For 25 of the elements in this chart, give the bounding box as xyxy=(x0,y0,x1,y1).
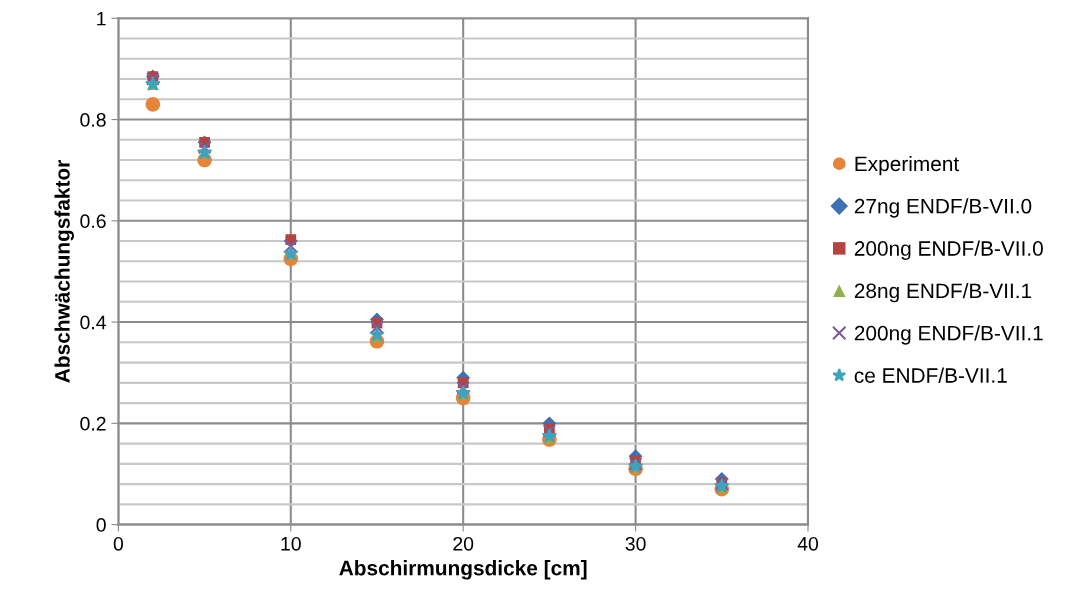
point xyxy=(145,97,161,112)
legend-label: Experiment xyxy=(855,155,960,176)
legend-label: ce ENDF/B-VII.1 xyxy=(854,367,1007,383)
point xyxy=(197,140,212,155)
legend-label: 200ng ENDF/B-VII.0 xyxy=(854,240,1043,260)
legend-label: 28ng ENDF/B-VII.1 xyxy=(854,282,1032,303)
x-axis-title: Abschirmungsdicke [cm] xyxy=(339,560,587,580)
y-tick-label: 0 xyxy=(96,518,106,532)
point xyxy=(370,320,384,334)
x-tick-label: 0 xyxy=(113,536,124,551)
x-tick-label: 40 xyxy=(797,536,819,551)
x-tick-label: 20 xyxy=(453,536,474,551)
x-tick-label: 10 xyxy=(281,536,301,551)
y-axis-title: Abschwächungsfaktor xyxy=(54,160,74,383)
point xyxy=(542,424,557,438)
point xyxy=(456,381,471,395)
y-tick-label: 0.2 xyxy=(80,416,106,431)
legend-label: 200ng ENDF/B-VII.1 xyxy=(854,325,1043,345)
legend-label: 27ng ENDF/B-VII.0 xyxy=(854,198,1032,218)
x-tick-label: 30 xyxy=(625,536,646,551)
y-tick-label: 0.8 xyxy=(80,113,106,127)
y-tick-label: 0.6 xyxy=(80,214,106,229)
y-tick-label: 1 xyxy=(97,11,106,26)
y-tick-label: 0.4 xyxy=(80,315,106,330)
point xyxy=(283,239,298,253)
